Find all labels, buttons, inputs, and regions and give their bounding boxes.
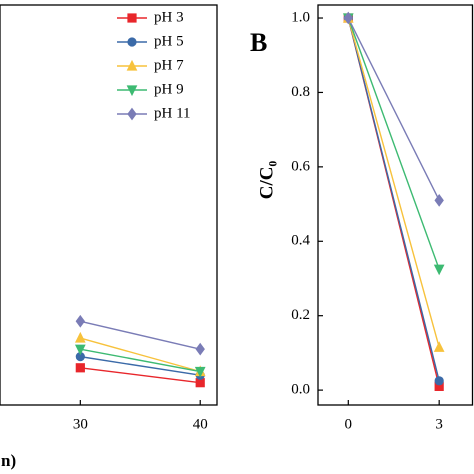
y-tick-label: 0.2 — [291, 307, 310, 323]
x-tick-label: 40 — [193, 416, 208, 432]
legend-label: pH 3 — [154, 9, 184, 25]
marker — [74, 331, 86, 343]
legend-marker — [126, 59, 138, 71]
y-tick-label: 0.8 — [291, 84, 310, 100]
y-tick-label: 0.0 — [291, 382, 310, 398]
legend-label: pH 5 — [154, 33, 184, 49]
panel-label: B — [250, 28, 267, 57]
plot-frame — [0, 4, 218, 406]
series-line — [347, 17, 440, 381]
marker — [75, 314, 86, 328]
series-line — [347, 17, 440, 201]
legend-marker — [126, 85, 138, 97]
legend-marker — [127, 107, 137, 121]
x-tick-label: 30 — [73, 416, 88, 432]
legend-marker — [127, 37, 137, 47]
marker — [434, 376, 444, 386]
marker — [343, 11, 353, 25]
marker — [194, 366, 206, 378]
y-tick-label: 0.4 — [291, 233, 310, 249]
marker — [74, 344, 86, 356]
y-tick-label: 1.0 — [291, 9, 310, 25]
series-line — [80, 337, 201, 373]
x-tick-label: 3 — [435, 416, 443, 432]
y-axis-label: C/C₀ — [256, 160, 277, 199]
legend-label: pH 11 — [154, 105, 191, 121]
series-line — [80, 320, 201, 350]
plot-area — [342, 11, 445, 391]
marker — [433, 341, 445, 352]
y-tick-label: 0.6 — [291, 158, 310, 174]
legend-label: pH 7 — [154, 57, 184, 73]
legend-marker — [127, 13, 137, 23]
series-line — [347, 17, 440, 270]
marker — [434, 193, 444, 207]
x-axis-label: n) — [1, 451, 16, 470]
legend-label: pH 9 — [154, 81, 184, 97]
series-line — [80, 367, 201, 384]
marker — [75, 363, 85, 373]
plot-area — [74, 314, 206, 388]
series-line — [347, 17, 440, 348]
plot-frame — [317, 4, 474, 406]
series-line — [80, 348, 201, 373]
marker — [195, 342, 205, 356]
x-tick-label: 0 — [345, 416, 353, 432]
marker — [433, 264, 445, 276]
series-line — [80, 355, 201, 376]
